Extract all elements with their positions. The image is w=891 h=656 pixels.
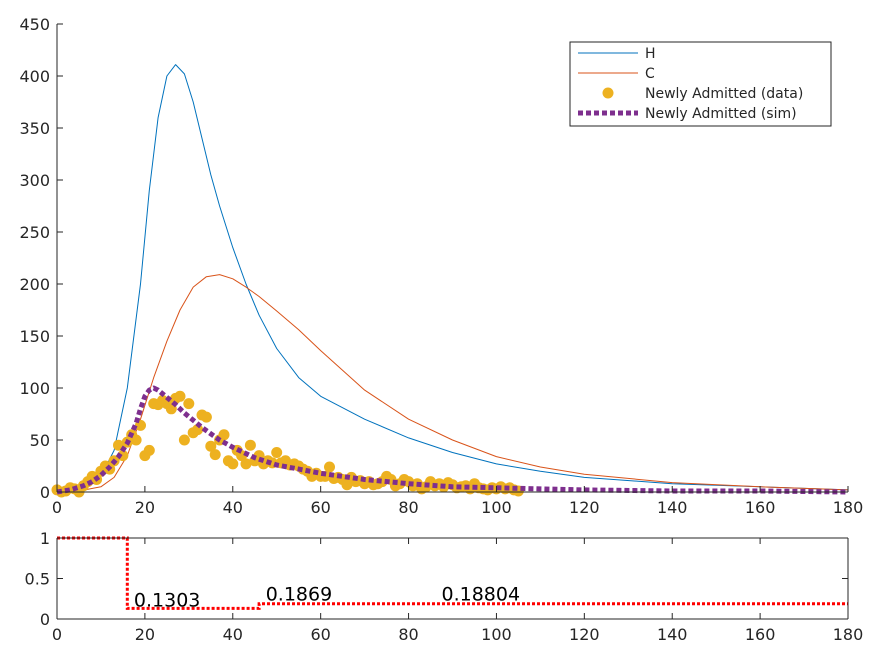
top-point-newly-admitted-data-18 xyxy=(130,434,142,446)
top-y-tick-label-50: 50 xyxy=(30,431,50,450)
top-series-h xyxy=(56,64,849,493)
top-y-tick-label-200: 200 xyxy=(19,275,50,294)
top-plot: 0 20 40 60 80 100 120 140 160 180 0 50 100 150 200 250 3… xyxy=(19,15,863,517)
top-point-newly-admitted-data-62 xyxy=(324,461,335,473)
top-axes xyxy=(56,24,848,493)
top-y-tick-label-150: 150 xyxy=(19,327,50,346)
bottom-x-tick-label-100: 100 xyxy=(481,625,512,644)
top-y-tick-label-100: 100 xyxy=(19,379,50,398)
bottom-x-tick-label-60: 60 xyxy=(310,625,330,644)
bottom-x-tick-label-120: 120 xyxy=(569,625,600,644)
top-y-tick-label-450: 450 xyxy=(19,15,50,34)
top-y-tick-label-350: 350 xyxy=(19,119,50,138)
bottom-x-tick-label-140: 140 xyxy=(657,625,688,644)
top-x-tick-label-180: 180 xyxy=(833,498,864,517)
top-x-tick-label-0: 0 xyxy=(52,498,62,517)
top-y-tick-label-400: 400 xyxy=(19,67,50,86)
top-x-tick-label-40: 40 xyxy=(223,498,243,517)
top-x-tick-label-60: 60 xyxy=(310,498,330,517)
bottom-annotation-0: 0.1303 xyxy=(134,589,200,611)
bottom-x-tick-label-20: 20 xyxy=(135,625,155,644)
top-point-newly-admitted-data-44 xyxy=(244,439,256,451)
top-point-newly-admitted-data-30 xyxy=(183,398,195,410)
top-point-newly-admitted-data-36 xyxy=(209,449,221,461)
top-point-newly-admitted-data-43 xyxy=(240,458,252,470)
top-y-tick-label-250: 250 xyxy=(19,223,50,242)
bottom-x-tick-label-40: 40 xyxy=(223,625,243,644)
top-point-newly-admitted-data-35 xyxy=(205,440,217,452)
top-x-tick-label-140: 140 xyxy=(657,498,688,517)
top-x-tick-label-120: 120 xyxy=(569,498,600,517)
bottom-series-layer xyxy=(57,536,848,610)
top-series-layer xyxy=(51,64,849,498)
top-tick-layer: 0 20 40 60 80 100 120 140 160 180 0 50 100 150 200 250 3… xyxy=(19,15,863,517)
bottom-y-tick-label-0: 0 xyxy=(40,610,50,629)
bottom-x-tick-label-80: 80 xyxy=(398,625,418,644)
bottom-x-tick-label-0: 0 xyxy=(52,625,62,644)
bottom-annotation-1: 0.1869 xyxy=(266,584,332,606)
top-point-newly-admitted-data-29 xyxy=(178,434,190,446)
bottom-tick-layer: 0 20 40 60 80 100 120 140 160 180 0 0.5 1 xyxy=(25,529,864,644)
top-point-newly-admitted-data-40 xyxy=(227,458,239,470)
bottom-annotation-2: 0.18804 xyxy=(442,584,521,606)
top-x-tick-label-20: 20 xyxy=(135,498,155,517)
top-x-tick-label-100: 100 xyxy=(481,498,512,517)
bottom-x-tick-label-180: 180 xyxy=(833,625,864,644)
top-series-newly-admitted-sim xyxy=(56,385,849,495)
top-y-tick-label-0: 0 xyxy=(40,483,50,502)
legend-label-sim: Newly Admitted (sim) xyxy=(645,106,797,122)
top-x-tick-label-80: 80 xyxy=(398,498,418,517)
bottom-y-tick-label-0-5: 0.5 xyxy=(25,570,50,589)
bottom-x-tick-label-160: 160 xyxy=(745,625,776,644)
top-y-tick-label-300: 300 xyxy=(19,171,50,190)
legend-swatch-data xyxy=(602,87,614,99)
legend: H C Newly Admitted (data) Newly Admitted… xyxy=(569,41,832,127)
legend-label-h: H xyxy=(645,46,656,62)
top-point-newly-admitted-data-50 xyxy=(271,447,283,458)
top-point-newly-admitted-data-21 xyxy=(143,444,155,456)
legend-label-c: C xyxy=(645,66,655,82)
legend-label-data: Newly Admitted (data) xyxy=(645,86,803,102)
top-x-tick-label-160: 160 xyxy=(745,498,776,517)
bottom-series-step xyxy=(57,536,848,610)
bottom-annotation-layer: 0.1303 0.1869 0.18804 xyxy=(134,584,520,612)
top-point-newly-admitted-data-38 xyxy=(218,429,230,441)
top-point-newly-admitted-data-28 xyxy=(174,390,186,402)
top-point-newly-admitted-data-34 xyxy=(200,411,212,423)
bottom-y-tick-label-1: 1 xyxy=(40,529,50,548)
bottom-plot: 0 20 40 60 80 100 120 140 160 180 0 0.5 1 0.1303 0.18… xyxy=(25,529,864,644)
